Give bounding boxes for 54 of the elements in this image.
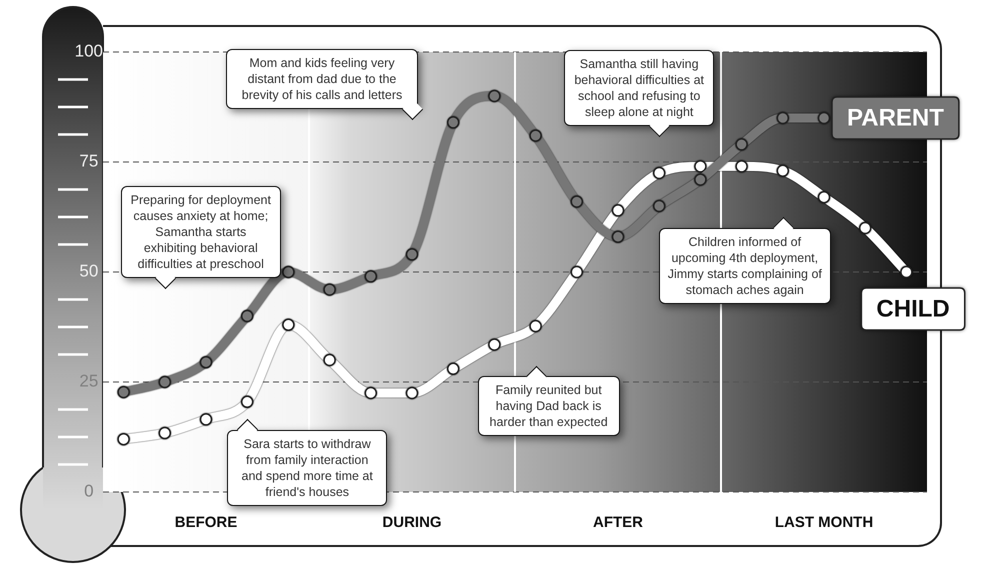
- annotation: Children informed of upcoming 4th deployment, Jimmy starts complaining of stomach aches again: [668, 234, 822, 297]
- x-tick-label: BEFORE: [174, 514, 238, 532]
- point: [570, 266, 584, 278]
- point: [200, 413, 212, 426]
- point: [735, 138, 748, 151]
- point: [652, 200, 666, 212]
- point: [488, 90, 501, 102]
- point: [406, 386, 418, 400]
- point: [446, 116, 460, 129]
- point: [240, 310, 254, 322]
- point: [240, 396, 254, 408]
- series-label: CHILD: [876, 296, 950, 323]
- point: [858, 222, 872, 234]
- point: [488, 338, 501, 351]
- point: [612, 204, 624, 217]
- point: [323, 283, 336, 296]
- point: [612, 230, 624, 244]
- point: [529, 320, 542, 332]
- point: [818, 190, 830, 204]
- annotation: Mom and kids feeling very distant from dad due to the brevity of his calls and letters: [242, 56, 402, 102]
- x-tick-label: DURING: [382, 514, 442, 532]
- point: [694, 173, 707, 186]
- point: [117, 386, 130, 398]
- x-tick-label: LAST MONTH: [774, 514, 874, 532]
- point: [776, 112, 790, 124]
- point: [364, 386, 378, 400]
- point: [694, 160, 707, 173]
- x-tick-label: AFTER: [593, 514, 644, 532]
- point: [158, 426, 172, 440]
- series-label: PARENT: [847, 104, 944, 132]
- point: [158, 376, 172, 388]
- annotation: Preparing for deployment causes anxiety at home; Samantha starts exhibiting behavioral difficulties at preschool: [130, 193, 271, 271]
- point: [900, 266, 913, 278]
- point: [529, 129, 542, 142]
- point: [776, 164, 790, 178]
- point: [282, 266, 295, 278]
- annotation: Samantha still having behavioral difficulties at school and refusing to sleep alone at night: [574, 57, 704, 119]
- y-tick-label: 75: [79, 152, 98, 171]
- point: [406, 248, 418, 261]
- y-tick-label: 50: [79, 262, 98, 281]
- point: [818, 112, 830, 124]
- point: [323, 354, 336, 366]
- point: [570, 195, 584, 208]
- annotation: Family reunited but having Dad back is harder than expected: [490, 383, 608, 430]
- y-tick-label: 100: [74, 42, 104, 61]
- point: [117, 432, 130, 446]
- point: [282, 318, 295, 332]
- point: [735, 160, 748, 173]
- y-tick-label: 0: [84, 482, 94, 501]
- point: [364, 270, 378, 283]
- annotation: Sara starts to withdraw from family interaction and spend more time at friend's houses: [242, 436, 373, 499]
- point: [200, 356, 212, 368]
- point: [446, 362, 460, 376]
- point: [652, 166, 666, 180]
